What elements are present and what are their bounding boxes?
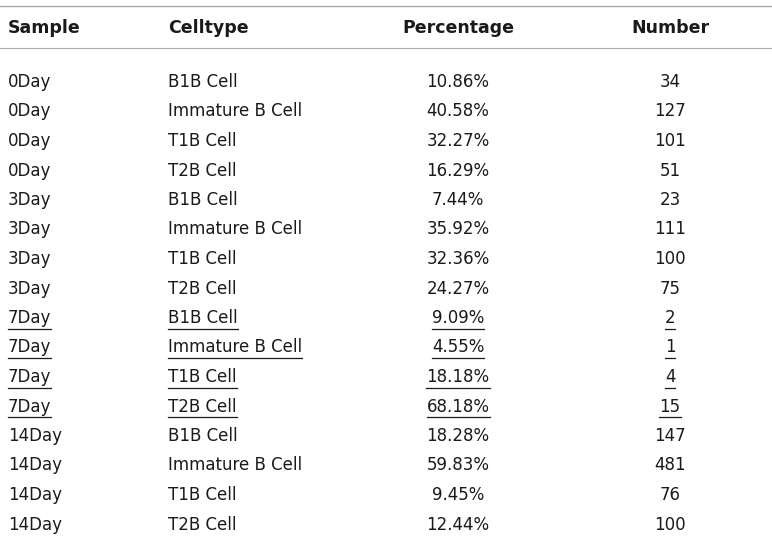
- Text: 0Day: 0Day: [8, 132, 52, 150]
- Text: 75: 75: [659, 280, 680, 298]
- Text: T1B Cell: T1B Cell: [168, 368, 236, 386]
- Text: T1B Cell: T1B Cell: [168, 132, 236, 150]
- Text: 4: 4: [665, 368, 676, 386]
- Text: 40.58%: 40.58%: [427, 103, 489, 120]
- Text: T1B Cell: T1B Cell: [168, 486, 236, 504]
- Text: 3Day: 3Day: [8, 220, 52, 239]
- Text: 100: 100: [654, 516, 686, 534]
- Text: 0Day: 0Day: [8, 103, 52, 120]
- Text: 147: 147: [654, 427, 686, 445]
- Text: 23: 23: [659, 191, 681, 209]
- Text: 59.83%: 59.83%: [426, 456, 489, 475]
- Text: T2B Cell: T2B Cell: [168, 280, 236, 298]
- Text: 127: 127: [654, 103, 686, 120]
- Text: 3Day: 3Day: [8, 280, 52, 298]
- Text: 111: 111: [654, 220, 686, 239]
- Text: B1B Cell: B1B Cell: [168, 427, 238, 445]
- Text: 34: 34: [659, 73, 681, 91]
- Text: B1B Cell: B1B Cell: [168, 73, 238, 91]
- Text: Number: Number: [631, 19, 709, 37]
- Text: 9.45%: 9.45%: [432, 486, 484, 504]
- Text: 35.92%: 35.92%: [426, 220, 489, 239]
- Text: T2B Cell: T2B Cell: [168, 397, 236, 415]
- Text: 7Day: 7Day: [8, 368, 52, 386]
- Text: 32.36%: 32.36%: [426, 250, 489, 268]
- Text: 481: 481: [654, 456, 686, 475]
- Text: T2B Cell: T2B Cell: [168, 516, 236, 534]
- Text: 12.44%: 12.44%: [426, 516, 489, 534]
- Text: 0Day: 0Day: [8, 161, 52, 179]
- Text: 1: 1: [665, 339, 676, 356]
- Text: 7Day: 7Day: [8, 339, 52, 356]
- Text: 2: 2: [665, 309, 676, 327]
- Text: 14Day: 14Day: [8, 486, 62, 504]
- Text: B1B Cell: B1B Cell: [168, 309, 238, 327]
- Text: B1B Cell: B1B Cell: [168, 191, 238, 209]
- Text: 14Day: 14Day: [8, 456, 62, 475]
- Text: 15: 15: [659, 397, 681, 415]
- Text: Celltype: Celltype: [168, 19, 249, 37]
- Text: 10.86%: 10.86%: [426, 73, 489, 91]
- Text: 18.28%: 18.28%: [426, 427, 489, 445]
- Text: Immature B Cell: Immature B Cell: [168, 339, 302, 356]
- Text: 14Day: 14Day: [8, 516, 62, 534]
- Text: 9.09%: 9.09%: [432, 309, 484, 327]
- Text: Sample: Sample: [8, 19, 81, 37]
- Text: Percentage: Percentage: [402, 19, 514, 37]
- Text: 7.44%: 7.44%: [432, 191, 484, 209]
- Text: Immature B Cell: Immature B Cell: [168, 220, 302, 239]
- Text: 51: 51: [659, 161, 681, 179]
- Text: T1B Cell: T1B Cell: [168, 250, 236, 268]
- Text: T2B Cell: T2B Cell: [168, 161, 236, 179]
- Text: Immature B Cell: Immature B Cell: [168, 456, 302, 475]
- Text: 32.27%: 32.27%: [426, 132, 489, 150]
- Text: Immature B Cell: Immature B Cell: [168, 103, 302, 120]
- Text: 4.55%: 4.55%: [432, 339, 484, 356]
- Text: 16.29%: 16.29%: [426, 161, 489, 179]
- Text: 100: 100: [654, 250, 686, 268]
- Text: 3Day: 3Day: [8, 191, 52, 209]
- Text: 3Day: 3Day: [8, 250, 52, 268]
- Text: 7Day: 7Day: [8, 309, 52, 327]
- Text: 18.18%: 18.18%: [426, 368, 489, 386]
- Text: 68.18%: 68.18%: [426, 397, 489, 415]
- Text: 7Day: 7Day: [8, 397, 52, 415]
- Text: 101: 101: [654, 132, 686, 150]
- Text: 0Day: 0Day: [8, 73, 52, 91]
- Text: 76: 76: [659, 486, 680, 504]
- Text: 14Day: 14Day: [8, 427, 62, 445]
- Text: 24.27%: 24.27%: [426, 280, 489, 298]
